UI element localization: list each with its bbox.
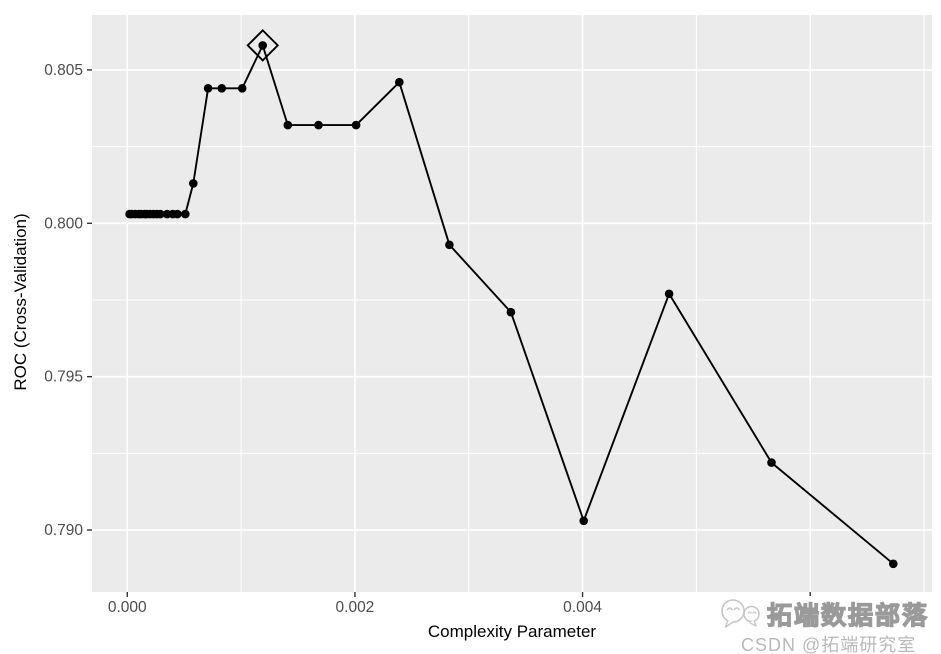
watermark-row: 拓端数据部落: [703, 597, 941, 631]
y-tick-label: 0.795: [44, 369, 83, 386]
data-point: [395, 77, 404, 87]
data-point: [173, 209, 182, 219]
data-point: [351, 120, 361, 130]
x-tick-label: 0.004: [563, 599, 602, 616]
y-tick-label: 0.790: [44, 522, 83, 539]
y-tick-label: 0.800: [44, 215, 83, 232]
data-point: [237, 84, 247, 93]
data-point: [579, 516, 588, 526]
x-axis-title: Complexity Parameter: [427, 622, 597, 641]
data-point: [156, 209, 165, 219]
data-point: [889, 559, 898, 569]
data-point: [189, 179, 198, 188]
data-point: [217, 84, 227, 93]
chat-bubbles-icon: [721, 599, 760, 628]
x-tick-label: 0.002: [336, 599, 375, 616]
y-axis-title: ROC (Cross-Validation): [11, 213, 30, 391]
watermark: 拓端数据部落 CSDN @拓端研究室: [703, 596, 941, 654]
panel-background: [92, 15, 932, 592]
watermark-title: 拓端数据部落: [766, 601, 930, 630]
y-tick-label: 0.805: [44, 62, 83, 79]
x-tick-label: 0.000: [108, 599, 147, 616]
data-point: [203, 84, 213, 93]
data-point: [445, 240, 454, 250]
data-point: [283, 120, 293, 130]
watermark-subtitle: CSDN @拓端研究室: [741, 635, 917, 654]
data-point: [258, 41, 268, 50]
data-point: [314, 120, 323, 130]
data-point: [181, 209, 190, 219]
data-point: [506, 307, 516, 317]
data-point: [664, 289, 674, 299]
data-point: [767, 458, 776, 467]
best-cp-diamond: [246, 29, 280, 62]
